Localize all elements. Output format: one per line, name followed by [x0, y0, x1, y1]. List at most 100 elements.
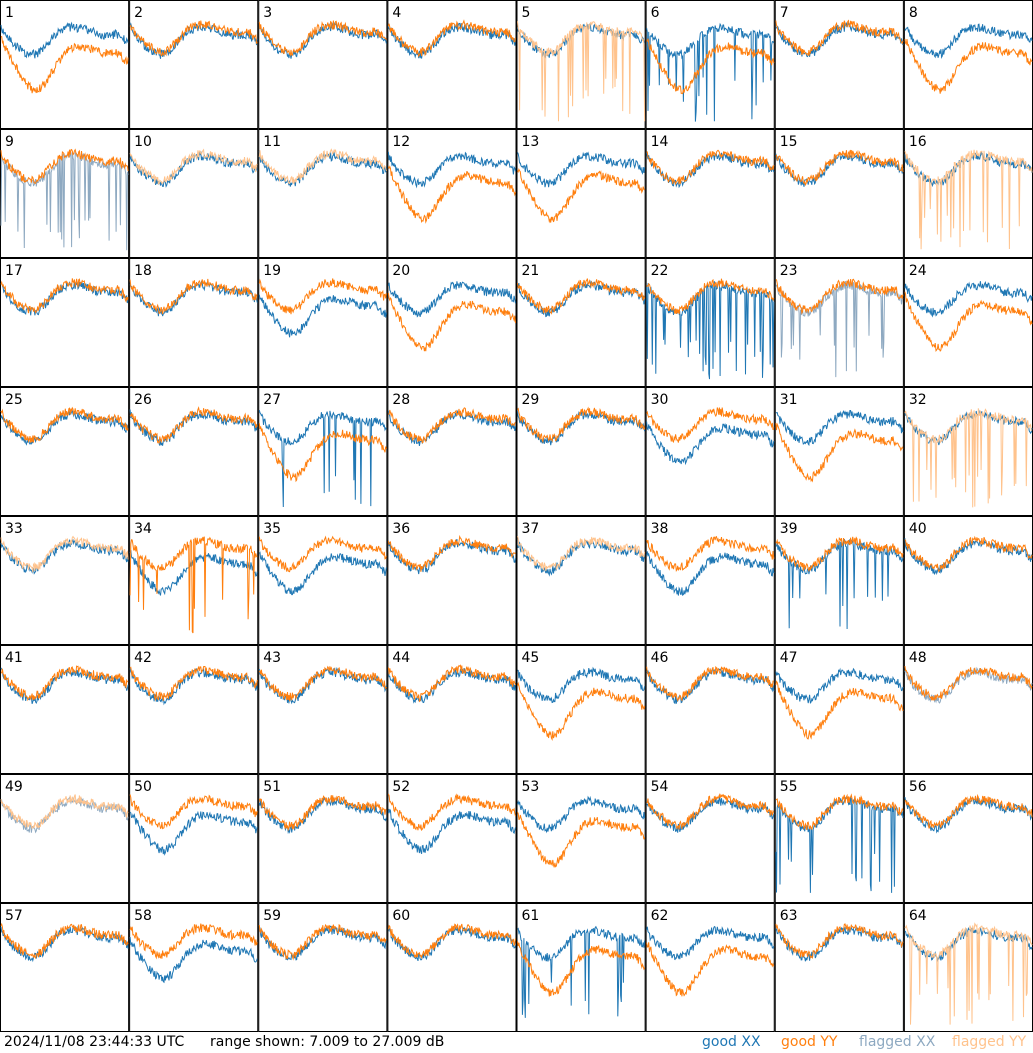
panel-frame — [387, 387, 517, 516]
panel-frame — [129, 645, 259, 774]
panel-number: 1 — [5, 5, 14, 21]
panel-frame — [387, 129, 517, 258]
panel-14: 14 — [645, 129, 775, 258]
panel-17: 17 — [0, 258, 130, 387]
panel-61: 61 — [516, 903, 646, 1032]
series-yy — [258, 795, 387, 832]
panel-number: 49 — [5, 779, 23, 795]
series-yy — [129, 923, 258, 960]
panel-58: 58 — [129, 903, 259, 1032]
panel-number: 47 — [780, 650, 798, 666]
series-yy — [258, 278, 387, 315]
panel-number: 32 — [909, 392, 927, 408]
series-yy — [904, 149, 1033, 250]
series-xx — [775, 796, 904, 893]
series-yy — [517, 278, 646, 315]
series-yy — [258, 923, 387, 961]
panel-5: 5 — [516, 0, 646, 129]
panel-9: 9 — [0, 129, 130, 258]
series-xx — [517, 151, 646, 188]
series-yy — [258, 20, 387, 57]
panel-number: 8 — [909, 5, 918, 21]
panel-number: 63 — [780, 908, 798, 924]
series-xx — [0, 281, 129, 316]
panel-12: 12 — [387, 129, 517, 258]
panel-22: 22 — [645, 258, 775, 387]
panel-40: 40 — [903, 516, 1033, 645]
panel-30: 30 — [645, 387, 775, 516]
panel-60: 60 — [387, 903, 517, 1032]
panel-26: 26 — [129, 387, 259, 516]
series-yy — [388, 407, 516, 444]
panel-38: 38 — [645, 516, 775, 645]
panel-number: 38 — [651, 521, 669, 537]
panel-45: 45 — [516, 645, 646, 774]
panel-frame — [774, 129, 904, 258]
panel-number: 50 — [134, 779, 152, 795]
panel-number: 58 — [134, 908, 152, 924]
panel-number: 7 — [780, 5, 789, 21]
panel-number: 30 — [651, 392, 669, 408]
panel-number: 2 — [134, 5, 143, 21]
panel-number: 41 — [5, 650, 23, 666]
series-yy — [129, 536, 258, 634]
series-xx — [258, 551, 387, 596]
panel-frame — [516, 774, 646, 903]
panel-number: 18 — [134, 263, 152, 279]
panel-frame — [516, 516, 646, 645]
series-yy — [646, 38, 775, 95]
panel-44: 44 — [387, 645, 517, 774]
panel-32: 32 — [903, 387, 1033, 516]
panel-3: 3 — [258, 0, 388, 129]
panel-23: 23 — [774, 258, 904, 387]
series-xx — [387, 926, 516, 962]
series-yy — [517, 21, 646, 122]
panel-64: 64 — [903, 903, 1033, 1032]
panel-frame — [0, 645, 130, 774]
panel-frame — [645, 0, 775, 129]
series-xx — [646, 421, 775, 466]
series-yy — [904, 793, 1033, 829]
series-xx — [129, 668, 258, 706]
series-xx — [904, 280, 1033, 318]
series-yy — [646, 793, 775, 831]
panel-number: 25 — [5, 392, 23, 408]
series-xx — [646, 22, 775, 122]
panel-frame — [0, 516, 130, 645]
panel-43: 43 — [258, 645, 388, 774]
panel-frame — [387, 516, 517, 645]
panel-2: 2 — [129, 0, 259, 129]
panel-number: 48 — [909, 650, 927, 666]
panel-frame — [903, 645, 1033, 774]
panel-frame — [645, 903, 775, 1032]
panel-frame — [774, 774, 904, 903]
panel-47: 47 — [774, 645, 904, 774]
series-yy — [0, 922, 129, 960]
panel-number: 36 — [392, 521, 410, 537]
timestamp: 2024/11/08 23:44:33 UTC — [4, 1034, 185, 1050]
panel-frame — [516, 387, 646, 516]
panel-50: 50 — [129, 774, 259, 903]
panel-16: 16 — [903, 129, 1033, 258]
panel-frame — [387, 903, 517, 1032]
panel-frame — [387, 774, 517, 903]
panel-frame — [516, 645, 646, 774]
panel-35: 35 — [258, 516, 388, 645]
series-yy — [0, 535, 129, 573]
panel-6: 6 — [645, 0, 775, 129]
panel-number: 23 — [780, 263, 798, 279]
series-yy — [904, 666, 1033, 702]
panel-frame — [129, 387, 259, 516]
panel-frame — [774, 903, 904, 1032]
series-yy — [387, 293, 516, 352]
panel-24: 24 — [903, 258, 1033, 387]
series-yy — [0, 148, 129, 184]
panel-frame — [774, 387, 904, 516]
panel-frame — [645, 129, 775, 258]
panel-15: 15 — [774, 129, 904, 258]
panel-13: 13 — [516, 129, 646, 258]
panel-number: 6 — [651, 5, 660, 21]
panel-frame — [258, 903, 388, 1032]
panel-57: 57 — [0, 903, 130, 1032]
